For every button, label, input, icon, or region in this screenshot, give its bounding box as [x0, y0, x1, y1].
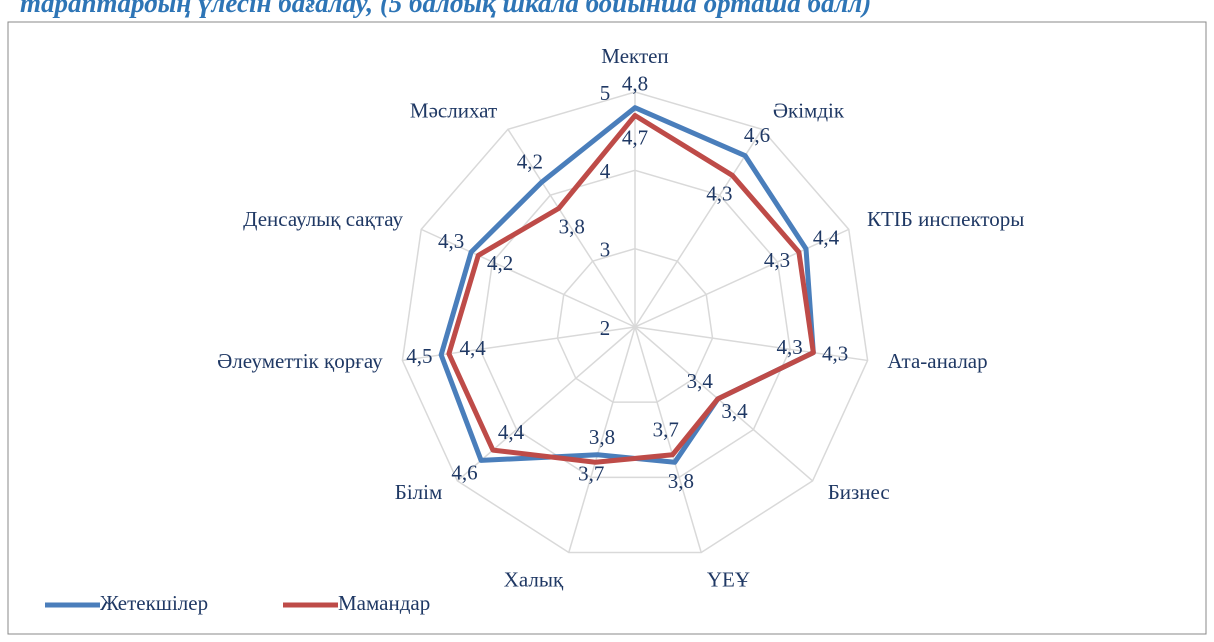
category-label: Денсаулық сақтау — [243, 207, 403, 231]
category-label: ҮЕҰ — [707, 567, 750, 591]
r-tick-label: 2 — [600, 316, 611, 340]
data-label: 4,3 — [764, 248, 790, 272]
r-tick-label: 4 — [600, 159, 611, 183]
spoke — [420, 228, 636, 328]
category-label: Білім — [395, 480, 443, 504]
data-label: 3,8 — [668, 469, 694, 493]
data-label: 4,2 — [517, 149, 543, 173]
grid-ring — [479, 169, 791, 479]
spoke — [634, 326, 868, 362]
data-label: 4,2 — [487, 251, 513, 275]
legend-label: Жетекшілер — [100, 591, 208, 615]
data-label: 4,7 — [622, 125, 648, 149]
data-label: 4,8 — [622, 71, 648, 95]
category-label: КТІБ инспекторы — [867, 207, 1024, 231]
data-label: 3,4 — [721, 399, 748, 423]
category-label: Мәслихат — [410, 98, 497, 122]
legend-label: Мамандар — [338, 591, 430, 615]
spoke — [634, 128, 763, 328]
data-label: 3,8 — [559, 214, 585, 238]
data-label: 4,6 — [451, 461, 477, 485]
data-label: 3,7 — [578, 462, 604, 486]
category-label: Әлеуметтік қорғау — [217, 349, 383, 373]
data-label: 4,4 — [813, 226, 840, 250]
spoke — [634, 326, 814, 482]
category-label: Әкімдік — [773, 98, 845, 122]
chart-title: тараптардың үлесін бағалау, (5 балдық шк… — [20, 0, 871, 18]
data-label: 3,7 — [653, 418, 679, 442]
data-label: 4,6 — [744, 123, 770, 147]
data-label: 4,4 — [460, 336, 487, 360]
data-label: 4,3 — [706, 181, 732, 205]
data-label: 3,8 — [589, 425, 615, 449]
grid-ring — [401, 91, 869, 554]
data-label: 4,3 — [438, 229, 464, 253]
chart-frame — [7, 21, 1207, 635]
data-label: 4,5 — [406, 344, 432, 368]
category-label: Халық — [504, 567, 564, 591]
category-label: Ата-аналар — [887, 349, 987, 373]
spoke — [634, 228, 850, 328]
series-line — [446, 113, 816, 465]
spoke — [507, 128, 636, 328]
data-label: 4,4 — [498, 420, 525, 444]
grid-ring — [556, 247, 714, 403]
data-label: 4,3 — [822, 342, 848, 366]
r-tick-label: 5 — [600, 81, 611, 105]
r-tick-label: 3 — [600, 237, 611, 261]
category-label: Мектеп — [601, 44, 668, 68]
category-label: Бизнес — [828, 480, 890, 504]
spoke — [634, 326, 702, 553]
data-label: 3,4 — [687, 369, 714, 393]
data-label: 4,3 — [776, 335, 802, 359]
spoke — [568, 326, 636, 553]
spoke — [456, 326, 636, 482]
